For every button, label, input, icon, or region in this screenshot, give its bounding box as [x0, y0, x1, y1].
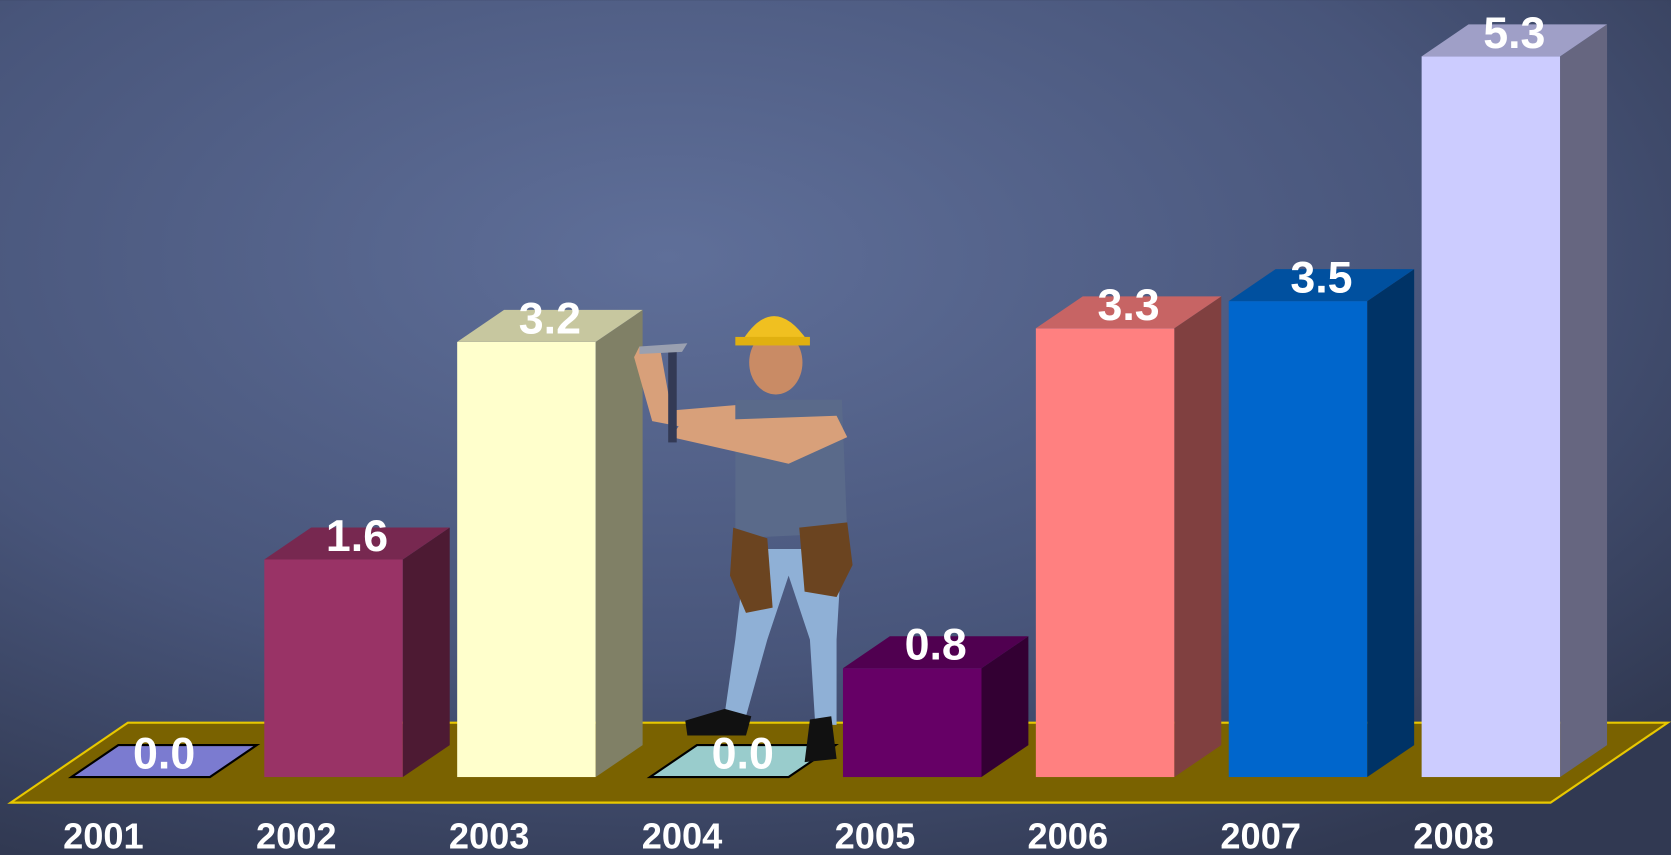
value-label: 0.0: [133, 729, 195, 779]
bar-front: [457, 342, 596, 777]
x-tick-label: 2002: [256, 815, 337, 855]
bar-front: [1036, 328, 1175, 777]
x-tick-label: 2008: [1413, 815, 1494, 855]
x-tick-label: 2004: [642, 815, 723, 855]
chart: 0.0 2001 1.6 2002 3.2 2003 0.0 2004 0.8 2005 3.3 20…: [0, 0, 1671, 855]
value-label: 0.8: [905, 620, 967, 670]
x-tick-label: 2006: [1028, 815, 1109, 855]
bar-front: [1422, 56, 1561, 777]
bar-front: [1229, 301, 1368, 777]
value-label: 1.6: [326, 511, 388, 561]
x-tick-label: 2005: [835, 815, 916, 855]
bar-side: [1174, 296, 1221, 777]
value-label: 3.2: [519, 293, 581, 343]
value-label: 3.3: [1097, 280, 1159, 330]
x-tick-label: 2003: [449, 815, 530, 855]
x-tick-label: 2001: [63, 815, 144, 855]
value-label: 5.3: [1483, 8, 1545, 58]
bar-side: [1560, 24, 1607, 777]
bar-front: [843, 668, 982, 777]
bar-side: [1367, 269, 1414, 777]
bar-side: [596, 310, 643, 777]
bar-side: [403, 528, 450, 778]
value-label: 0.0: [712, 729, 774, 779]
floor: [11, 723, 1668, 803]
bar-front: [264, 559, 403, 777]
value-label: 3.5: [1290, 253, 1352, 303]
x-tick-label: 2007: [1220, 815, 1301, 855]
